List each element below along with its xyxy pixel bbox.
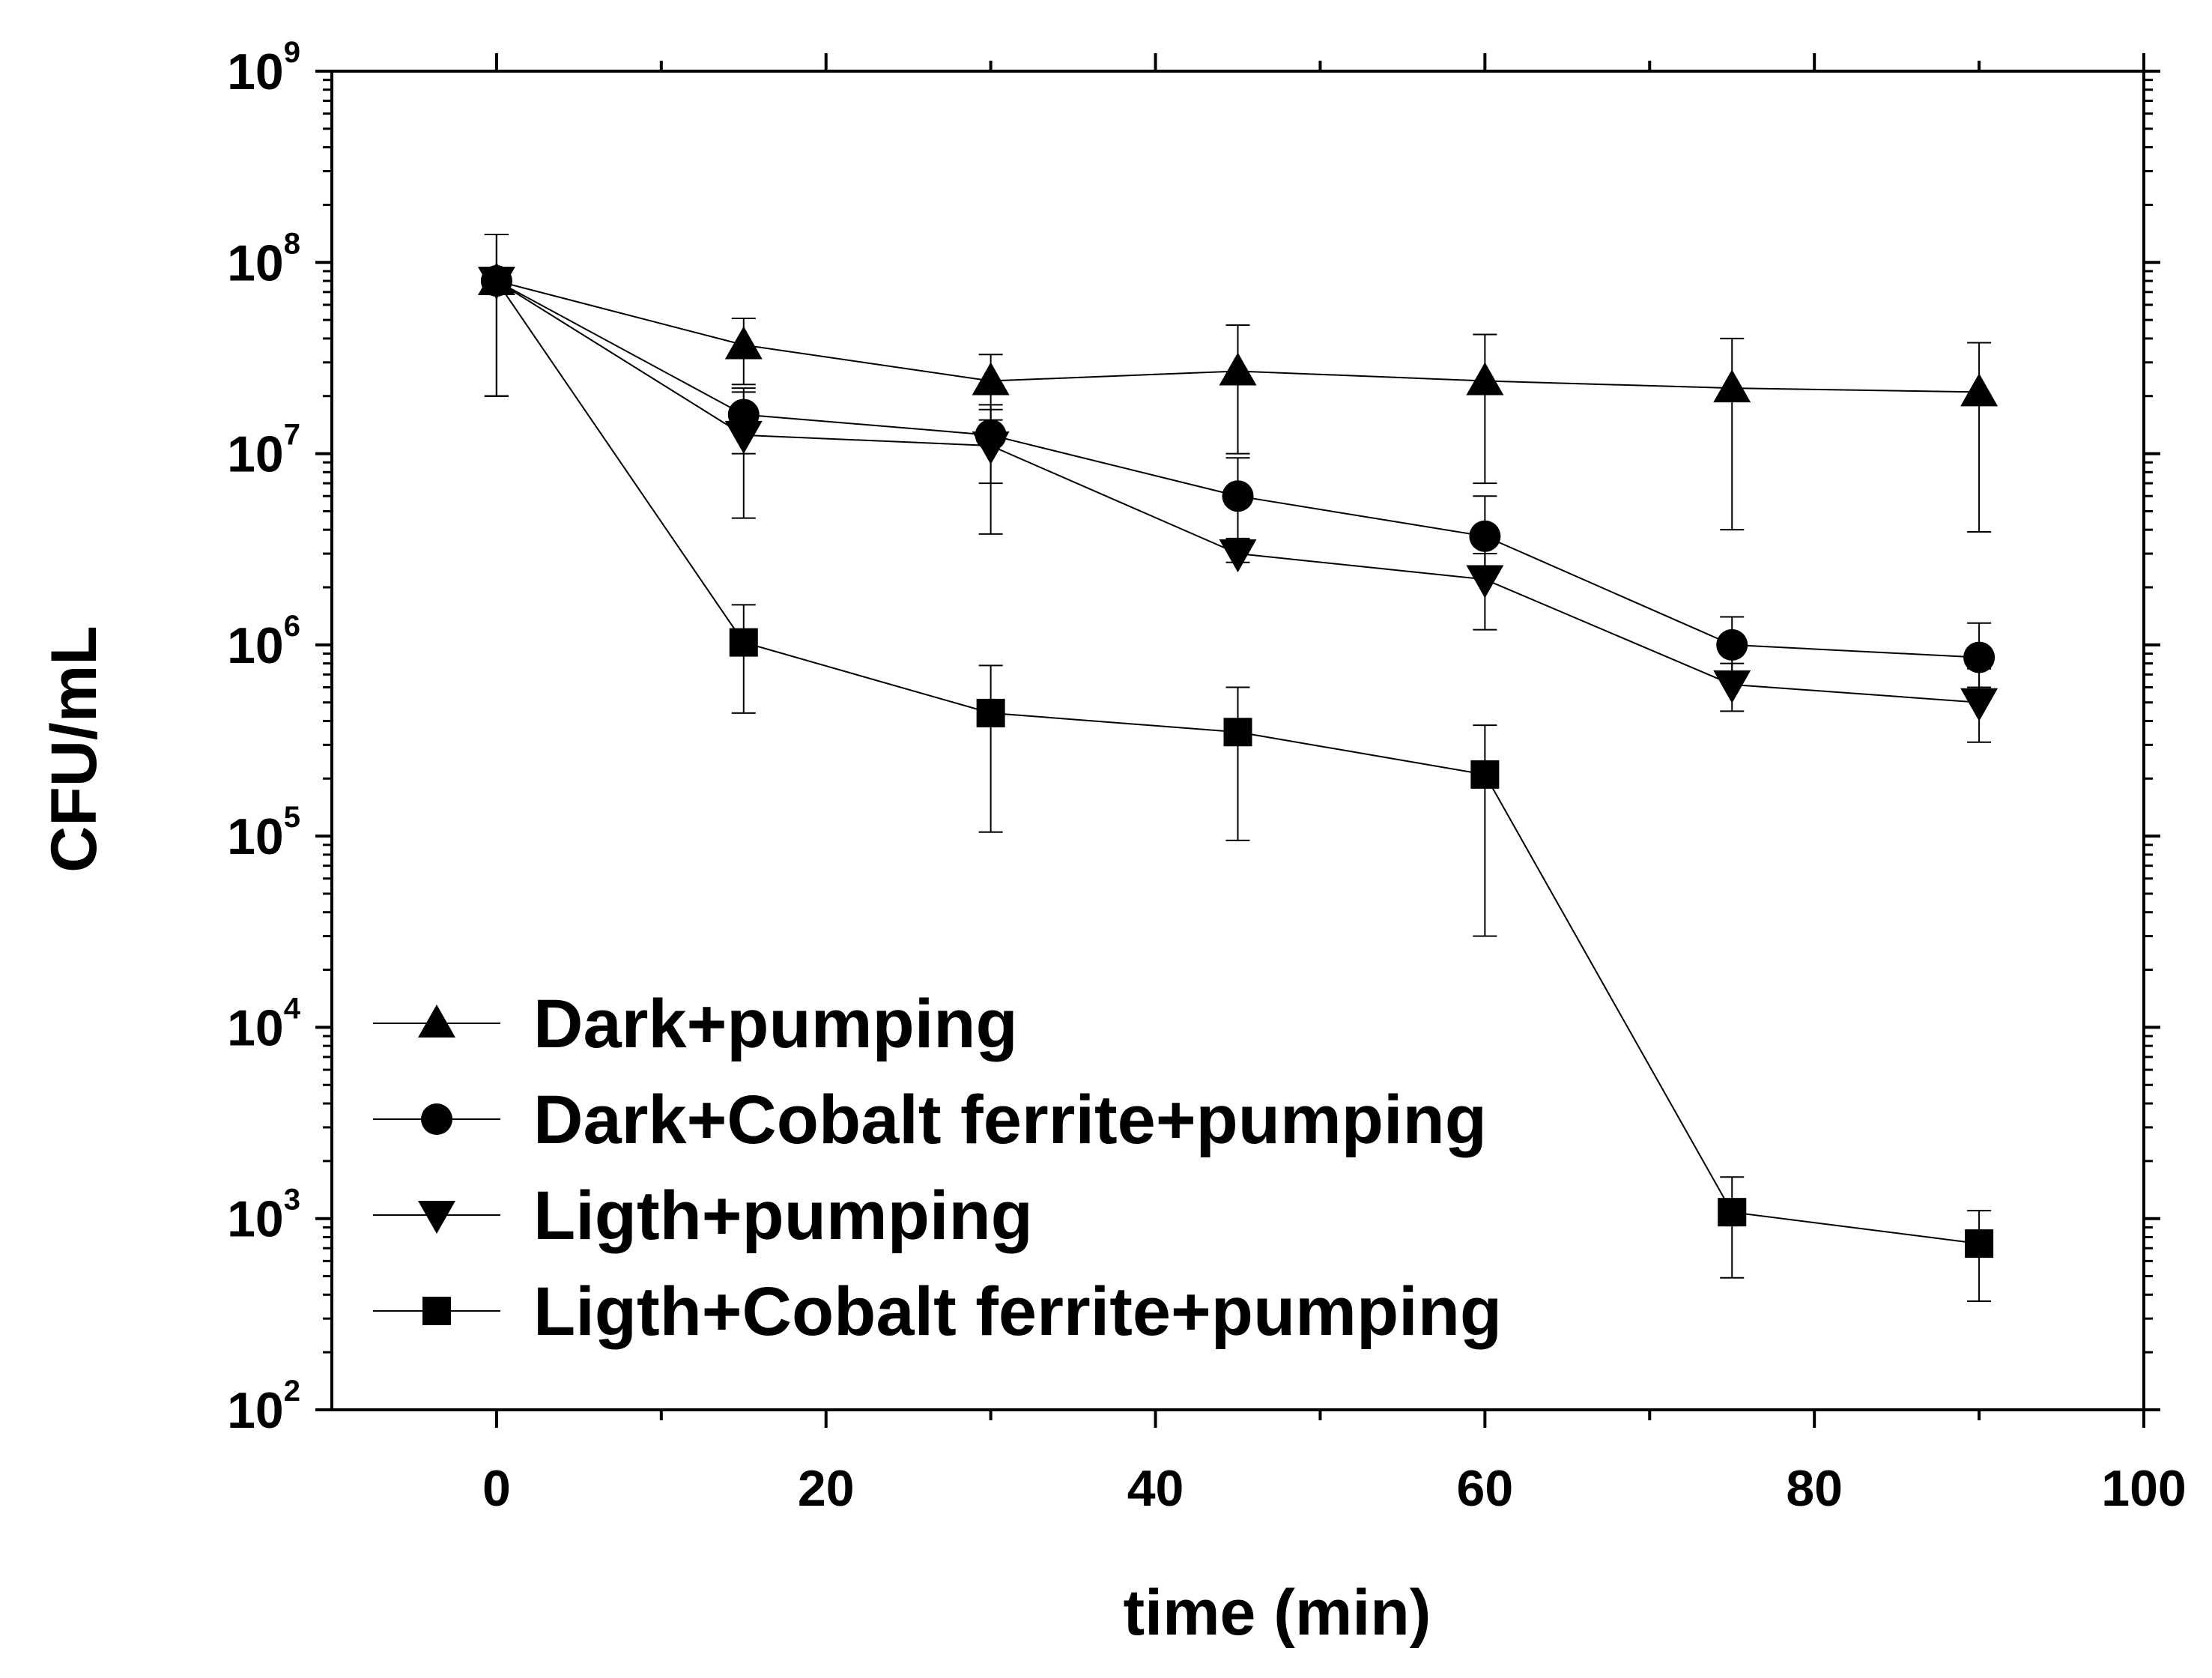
data-point [1469, 520, 1501, 552]
plot-frame [330, 70, 2145, 1411]
data-point [1713, 670, 1751, 703]
data-point [1466, 565, 1504, 599]
data-point [1960, 373, 1999, 407]
y-tick-label: 107 [227, 419, 300, 483]
y-tick-label: 109 [227, 36, 300, 100]
data-point [1963, 641, 1996, 673]
legend-label: Dark+pumping [533, 986, 1018, 1062]
plot-area-border [330, 70, 2145, 1411]
data-point [1718, 1198, 1747, 1227]
y-tick-label: 105 [227, 801, 300, 865]
legend-marker [418, 1201, 455, 1234]
series-group [477, 233, 1999, 1302]
y-tick-label: 104 [227, 992, 301, 1056]
x-tick-label: 20 [798, 1460, 855, 1517]
data-point [1219, 539, 1257, 573]
data-point [976, 698, 1005, 727]
x-tick-labels: 0 20 40 60 80 100 [482, 1460, 2187, 1517]
legend-marker [418, 1005, 455, 1038]
legend-label: Ligth+Cobalt ferrite+pumping [533, 1273, 1502, 1350]
legend-marker [421, 1103, 452, 1135]
legend-item: Dark+pumping [373, 986, 1018, 1062]
x-tick-label: 60 [1457, 1460, 1514, 1517]
y-tick-label: 103 [227, 1184, 300, 1248]
y-tick-label: 102 [227, 1375, 300, 1439]
y-tick-labels: 102 103 104 105 106 107 108 109 [227, 36, 301, 1439]
data-point [1222, 480, 1254, 512]
data-point [972, 362, 1010, 396]
legend: Dark+pumping Dark+Cobalt ferrite+pumping L… [373, 986, 1502, 1350]
data-point [1223, 718, 1252, 747]
series-4 [482, 233, 1994, 1302]
series-2 [480, 233, 1996, 688]
data-point [724, 326, 763, 360]
legend-item: Ligth+pumping [373, 1178, 1033, 1254]
data-point [1965, 1229, 1994, 1258]
legend-label: Ligth+pumping [533, 1178, 1033, 1254]
data-point [1470, 760, 1500, 789]
data-point [1716, 629, 1748, 661]
x-tick-label: 40 [1127, 1460, 1184, 1517]
legend-item: Dark+Cobalt ferrite+pumping [373, 1082, 1487, 1158]
x-tick-label: 0 [482, 1460, 511, 1517]
axis-ticks [315, 53, 2160, 1428]
y-axis-title: CFU/mL [38, 626, 110, 873]
legend-marker [422, 1297, 451, 1325]
data-point [724, 420, 763, 454]
data-point [1713, 369, 1751, 403]
y-tick-label: 108 [227, 227, 300, 291]
legend-label: Dark+Cobalt ferrite+pumping [533, 1082, 1487, 1158]
data-point [1219, 352, 1257, 386]
data-point [1960, 688, 1999, 721]
x-tick-label: 100 [2101, 1460, 2186, 1517]
legend-item: Ligth+Cobalt ferrite+pumping [373, 1273, 1502, 1350]
y-tick-label: 106 [227, 610, 300, 674]
data-point [972, 431, 1010, 465]
x-axis-title: time (min) [1124, 1577, 1431, 1649]
data-point [1466, 362, 1504, 396]
data-point [729, 628, 758, 657]
x-tick-label: 80 [1786, 1460, 1843, 1517]
data-point [482, 267, 511, 296]
